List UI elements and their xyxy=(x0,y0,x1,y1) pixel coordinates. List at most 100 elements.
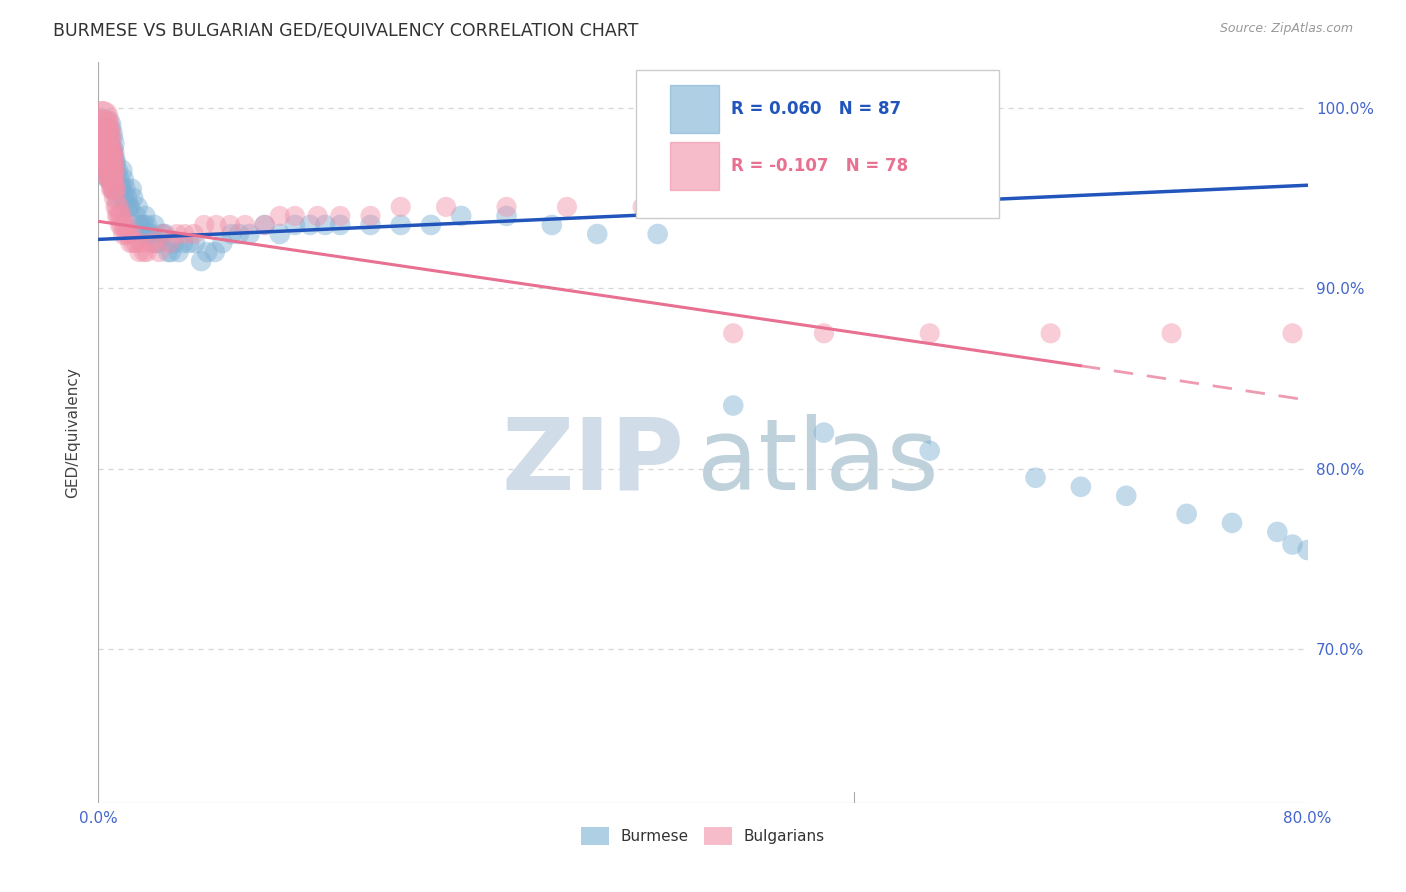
Point xyxy=(153,227,176,241)
Text: BURMESE VS BULGARIAN GED/EQUIVALENCY CORRELATION CHART: BURMESE VS BULGARIAN GED/EQUIVALENCY COR… xyxy=(53,22,638,40)
Point xyxy=(93,119,115,133)
Point xyxy=(98,163,121,178)
Point xyxy=(1281,326,1303,341)
Point xyxy=(110,218,132,232)
Point xyxy=(190,254,212,268)
Point xyxy=(94,128,117,142)
Point xyxy=(389,218,412,232)
Point xyxy=(141,227,163,241)
Point xyxy=(94,128,117,142)
Text: atlas: atlas xyxy=(697,414,939,511)
Point xyxy=(239,227,262,241)
Point xyxy=(101,173,124,187)
Point xyxy=(1175,507,1198,521)
Point xyxy=(134,209,156,223)
Point xyxy=(150,227,173,241)
Point xyxy=(107,200,129,214)
Point xyxy=(111,218,134,232)
Point xyxy=(101,163,124,178)
Point xyxy=(723,326,745,341)
Point xyxy=(269,227,291,241)
Point xyxy=(193,218,215,232)
Point xyxy=(221,227,243,241)
Point xyxy=(108,182,131,196)
Point xyxy=(631,200,654,214)
Point xyxy=(1220,516,1243,530)
Point xyxy=(104,173,127,187)
Point xyxy=(111,173,134,187)
Point xyxy=(98,163,121,178)
Point xyxy=(495,209,517,223)
Point xyxy=(195,245,218,260)
Point xyxy=(329,218,352,232)
Point xyxy=(105,163,128,178)
Point xyxy=(121,227,143,241)
Point xyxy=(104,182,127,196)
Point xyxy=(94,136,117,151)
Point xyxy=(284,218,307,232)
Point xyxy=(93,136,115,151)
Point xyxy=(329,209,352,223)
Point xyxy=(94,154,117,169)
Point xyxy=(228,227,250,241)
Point xyxy=(96,145,118,160)
Point xyxy=(166,227,188,241)
Point xyxy=(586,227,609,241)
Point xyxy=(107,191,129,205)
Point xyxy=(93,145,115,160)
Point xyxy=(125,209,148,223)
Point xyxy=(101,154,124,169)
Point xyxy=(163,235,186,250)
Point xyxy=(143,235,166,250)
Point xyxy=(110,182,132,196)
Point xyxy=(101,182,124,196)
Point xyxy=(389,200,412,214)
Point xyxy=(114,191,136,205)
Point xyxy=(132,245,155,260)
Point xyxy=(136,227,159,241)
Point xyxy=(103,163,125,178)
Point xyxy=(93,119,115,133)
Point xyxy=(183,227,205,241)
Point xyxy=(211,235,233,250)
Point xyxy=(100,173,122,187)
Point xyxy=(495,200,517,214)
Point xyxy=(253,218,276,232)
Point xyxy=(94,145,117,160)
Point xyxy=(107,173,129,187)
Point xyxy=(91,145,114,160)
Point xyxy=(94,154,117,169)
Point xyxy=(128,245,150,260)
Point xyxy=(253,218,276,232)
Point xyxy=(104,191,127,205)
Point xyxy=(128,218,150,232)
Point xyxy=(114,218,136,232)
Point xyxy=(184,235,207,250)
Point xyxy=(110,163,132,178)
Point xyxy=(360,218,382,232)
Point xyxy=(112,182,135,196)
Point xyxy=(1039,326,1062,341)
Point xyxy=(98,154,121,169)
Point xyxy=(179,235,201,250)
Text: ZIP: ZIP xyxy=(502,414,685,511)
Point xyxy=(96,136,118,151)
Point xyxy=(103,173,125,187)
Point xyxy=(111,191,134,205)
Point xyxy=(107,209,129,223)
Point xyxy=(112,227,135,241)
Point xyxy=(100,173,122,187)
Point xyxy=(127,200,149,214)
Point xyxy=(103,182,125,196)
Point xyxy=(96,145,118,160)
Legend: Burmese, Bulgarians: Burmese, Bulgarians xyxy=(575,821,831,851)
Point xyxy=(90,110,112,124)
Point xyxy=(148,235,170,250)
Point xyxy=(918,326,941,341)
Point xyxy=(450,209,472,223)
Point xyxy=(172,235,194,250)
Point xyxy=(90,119,112,133)
Text: Source: ZipAtlas.com: Source: ZipAtlas.com xyxy=(1219,22,1353,36)
Point xyxy=(723,399,745,413)
Point xyxy=(104,182,127,196)
